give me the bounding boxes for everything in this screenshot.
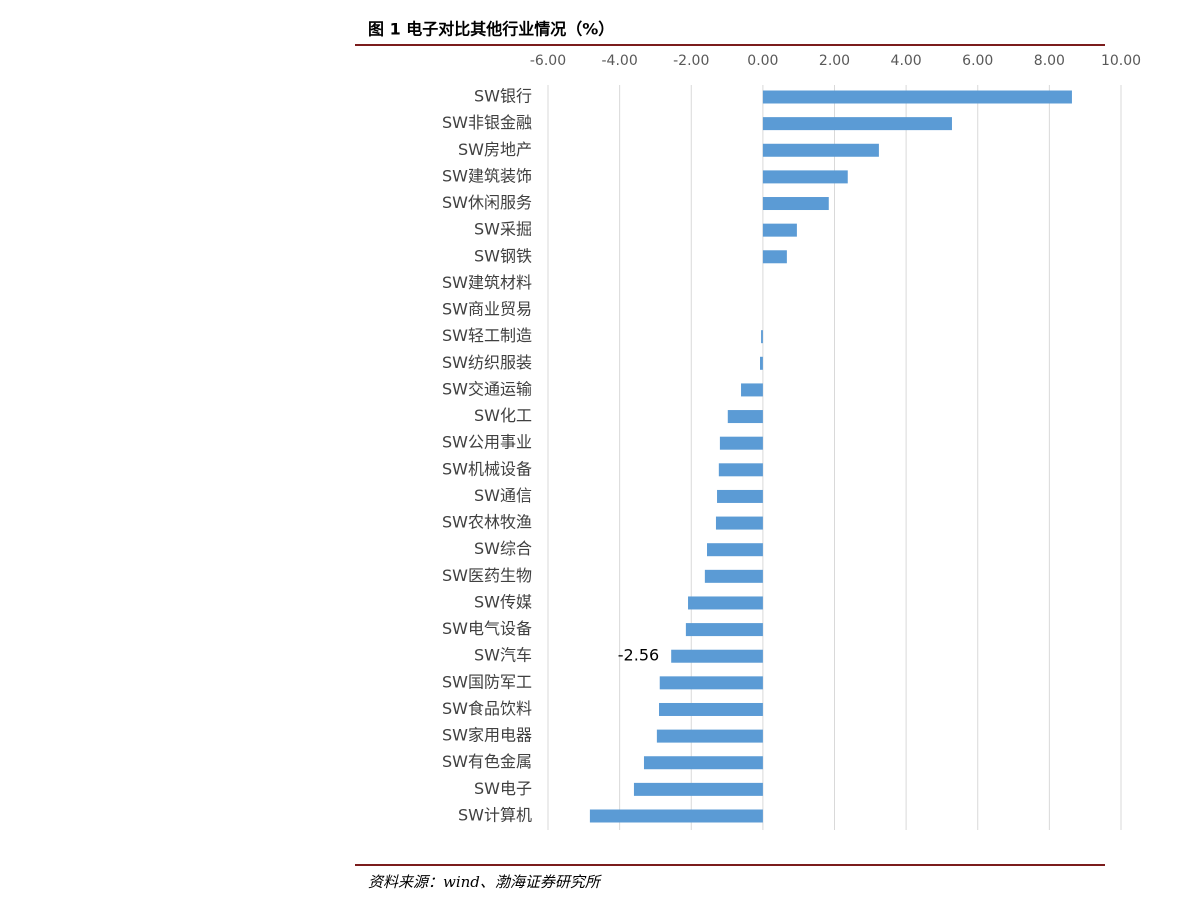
category-label: SW公用事业 bbox=[442, 433, 532, 452]
category-label: SW电子 bbox=[474, 779, 532, 798]
bar bbox=[762, 197, 829, 211]
category-label: SW有色金属 bbox=[442, 752, 532, 771]
category-label: SW非银金融 bbox=[442, 113, 532, 132]
bar bbox=[659, 702, 763, 716]
x-tick-label: 2.00 bbox=[819, 53, 850, 69]
x-tick-label: 10.00 bbox=[1101, 53, 1141, 69]
category-label: SW商业贸易 bbox=[442, 300, 532, 319]
bar bbox=[762, 143, 879, 157]
category-label: SW轻工制造 bbox=[442, 326, 532, 345]
bar bbox=[741, 383, 763, 397]
bar bbox=[671, 649, 763, 663]
bar bbox=[704, 569, 763, 583]
bar bbox=[760, 356, 763, 370]
bar bbox=[762, 90, 1072, 104]
category-label: SW农林牧渔 bbox=[442, 513, 532, 532]
category-label: SW国防军工 bbox=[442, 672, 532, 691]
category-label: SW钢铁 bbox=[474, 246, 532, 265]
category-label: SW通信 bbox=[474, 486, 532, 505]
category-label: SW房地产 bbox=[458, 140, 532, 159]
category-label: SW综合 bbox=[474, 539, 532, 558]
category-label: SW食品饮料 bbox=[442, 699, 532, 718]
bar bbox=[685, 623, 763, 637]
bar bbox=[659, 676, 763, 690]
x-tick-label: -6.00 bbox=[530, 53, 566, 69]
category-label: SW纺织服装 bbox=[442, 353, 532, 372]
x-tick-label: -4.00 bbox=[602, 53, 638, 69]
source-note: 资料来源：wind、渤海证券研究所 bbox=[368, 873, 602, 891]
category-label: SW采掘 bbox=[474, 220, 532, 239]
category-label: SW银行 bbox=[474, 87, 532, 106]
x-tick-label: 0.00 bbox=[747, 53, 778, 69]
category-label: SW电气设备 bbox=[442, 619, 532, 638]
bar bbox=[762, 170, 848, 184]
bar bbox=[643, 756, 763, 770]
bar bbox=[718, 463, 763, 477]
bar bbox=[688, 596, 763, 610]
bar bbox=[761, 330, 763, 344]
x-tick-label: -2.00 bbox=[673, 53, 709, 69]
category-label: SW交通运输 bbox=[442, 379, 532, 398]
category-label: SW计算机 bbox=[458, 806, 532, 825]
value-label: -2.56 bbox=[618, 646, 659, 665]
bar bbox=[589, 809, 763, 823]
category-label: SW机械设备 bbox=[442, 459, 532, 478]
category-label: SW建筑装饰 bbox=[442, 166, 532, 185]
bar bbox=[717, 489, 763, 503]
bar bbox=[656, 729, 763, 743]
bar bbox=[707, 543, 763, 557]
x-tick-label: 4.00 bbox=[891, 53, 922, 69]
bar bbox=[762, 117, 952, 131]
category-label: SW传媒 bbox=[474, 592, 532, 611]
bar bbox=[633, 782, 763, 796]
category-label: SW汽车 bbox=[474, 646, 532, 665]
bar bbox=[762, 250, 787, 264]
category-label: SW医药生物 bbox=[442, 566, 532, 585]
bar bbox=[762, 223, 797, 237]
category-label: SW休闲服务 bbox=[442, 193, 532, 212]
category-label: SW建筑材料 bbox=[442, 273, 532, 292]
category-label: SW化工 bbox=[474, 406, 532, 425]
x-tick-label: 8.00 bbox=[1034, 53, 1065, 69]
category-label: SW家用电器 bbox=[442, 726, 532, 745]
bar bbox=[715, 516, 763, 530]
x-tick-label: 6.00 bbox=[962, 53, 993, 69]
chart-title: 图 1 电子对比其他行业情况（%） bbox=[368, 20, 614, 39]
bar bbox=[719, 436, 763, 450]
bar bbox=[727, 410, 763, 424]
